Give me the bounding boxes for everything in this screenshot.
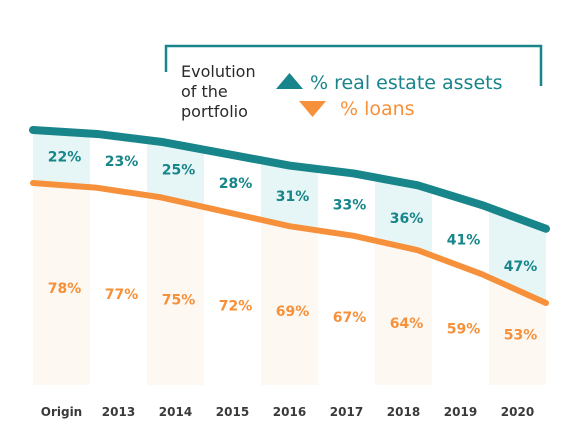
loans-stripe — [33, 183, 90, 385]
loans-value-label: 69% — [276, 304, 310, 320]
legend-loans-label: % loans — [340, 98, 415, 120]
legend: Evolution of the portfolio % real estate… — [164, 44, 543, 121]
real-estate-value-label: 22% — [48, 150, 82, 166]
x-tick-label: 2015 — [216, 405, 249, 419]
x-tick-label: 2020 — [501, 405, 534, 419]
legend-real-estate-label: % real estate assets — [310, 72, 502, 94]
loans-value-label: 59% — [447, 322, 481, 338]
real-estate-value-label: 47% — [504, 259, 538, 275]
x-tick-label: 2019 — [444, 405, 477, 419]
loans-stripe — [261, 183, 318, 385]
loans-stripe — [147, 183, 204, 385]
loans-value-label: 64% — [390, 316, 424, 332]
loans-line — [30, 180, 549, 306]
loans-value-label: 78% — [48, 281, 82, 297]
plot-area: 22% 78% Origin 23% 77% 2013 25% 75% 2014 28% 72% 20… — [29, 126, 550, 419]
x-tick-label: Origin — [41, 405, 82, 419]
loans-value-label: 75% — [162, 293, 196, 309]
real-estate-value-label: 33% — [333, 198, 367, 214]
x-tick-label: 2017 — [330, 405, 363, 419]
x-tick-label: 2014 — [159, 405, 192, 419]
legend-frame — [164, 44, 543, 86]
x-tick-label: 2018 — [387, 405, 420, 419]
legend-title-line-3: portfolio — [181, 102, 248, 121]
real-estate-value-label: 28% — [219, 176, 253, 192]
legend-title-line-2: of the — [181, 82, 228, 101]
triangle-down-icon — [299, 101, 326, 117]
real-estate-value-label: 41% — [447, 233, 481, 249]
x-tick-label: 2016 — [273, 405, 306, 419]
triangle-up-icon — [276, 73, 303, 89]
loans-value-label: 77% — [105, 287, 139, 303]
loans-value-label: 72% — [219, 298, 253, 314]
real-estate-value-label: 25% — [162, 163, 196, 179]
legend-title-line-1: Evolution — [181, 62, 256, 81]
real-estate-value-label: 36% — [390, 211, 424, 227]
real-estate-line — [29, 126, 550, 233]
real-estate-value-label: 23% — [105, 154, 139, 170]
x-tick-label: 2013 — [102, 405, 135, 419]
loans-value-label: 67% — [333, 310, 367, 326]
real-estate-value-label: 31% — [276, 189, 310, 205]
loans-value-label: 53% — [504, 327, 538, 343]
